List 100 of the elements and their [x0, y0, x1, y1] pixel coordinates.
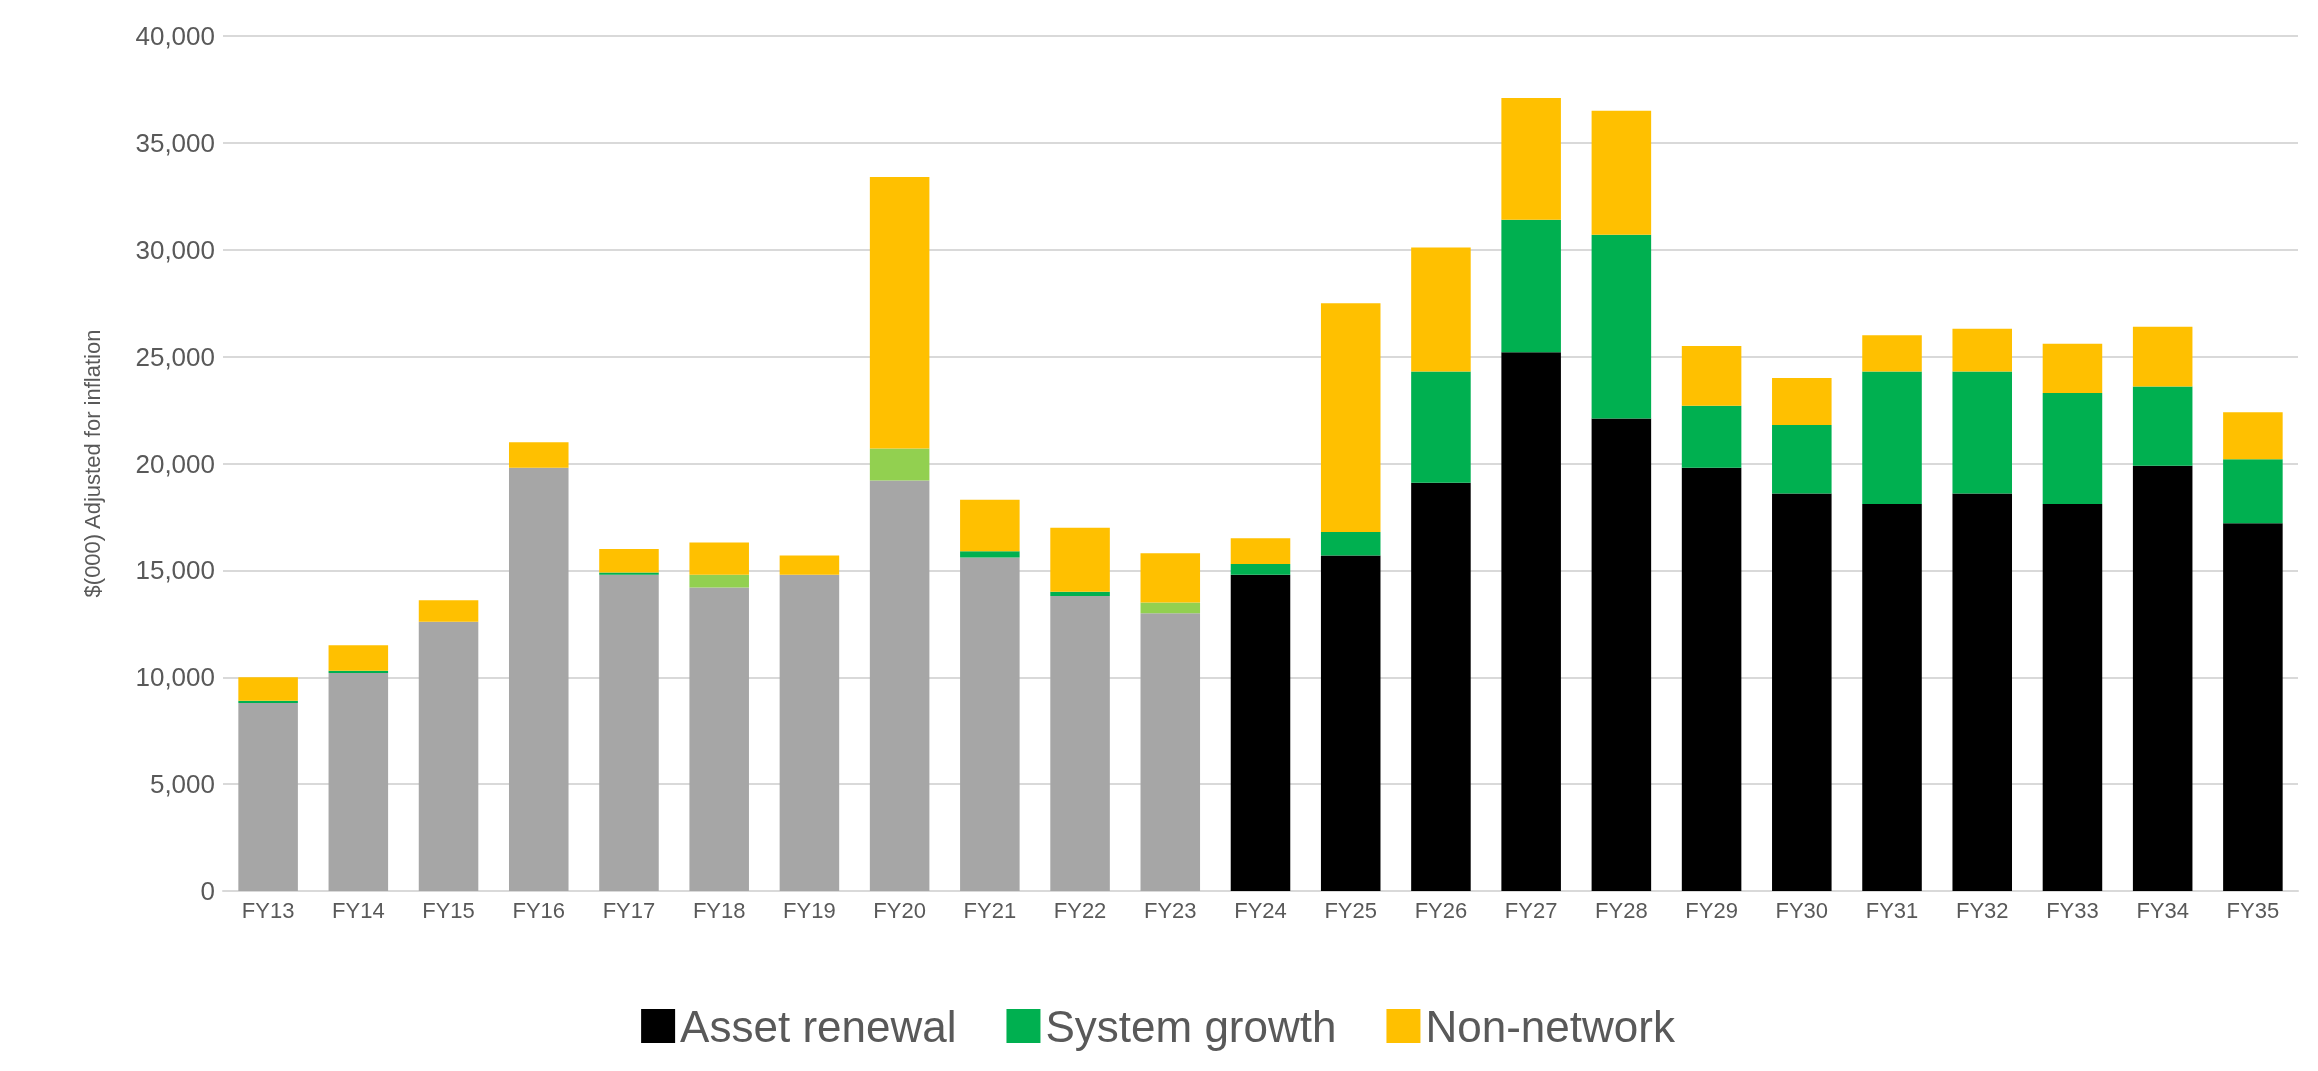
bar [418, 621, 479, 891]
bar [2042, 343, 2103, 393]
bar [508, 467, 569, 891]
bar [328, 670, 389, 673]
bar [869, 177, 930, 449]
bar [1862, 371, 1922, 505]
x-tick-label: FY33 [2046, 897, 2099, 923]
bar [599, 574, 659, 891]
bar [1411, 247, 1471, 372]
bar [869, 480, 930, 891]
bar [960, 499, 1020, 552]
y-axis-title: $(000) Adjusted for inflation [79, 329, 105, 598]
bar [1681, 405, 1742, 468]
bar [689, 542, 749, 575]
y-tick-label: 25,000 [135, 341, 215, 372]
x-tick-label: FY26 [1414, 897, 1468, 923]
bar [1140, 553, 1201, 603]
x-tick-label: FY32 [1955, 897, 2009, 923]
x-tick-label: FY23 [1143, 897, 1197, 923]
x-tick-label: FY25 [1324, 897, 1378, 923]
y-tick-label: 0 [200, 876, 215, 906]
bar [2132, 326, 2193, 387]
bar [1230, 538, 1291, 564]
bar [1862, 504, 1922, 891]
bar [1140, 602, 1201, 614]
bar [1411, 482, 1471, 891]
bar [599, 572, 659, 575]
bar [689, 587, 749, 891]
bar [1230, 574, 1291, 891]
x-tick-label: FY34 [2136, 897, 2189, 923]
bar [238, 702, 298, 891]
bar [328, 645, 389, 671]
x-tick-label: FY15 [422, 897, 475, 923]
x-tick-label: FY16 [512, 897, 566, 923]
bar [2132, 386, 2193, 466]
x-tick-label: FY18 [692, 897, 746, 923]
bar [1320, 555, 1381, 891]
bar [238, 700, 298, 703]
bar [2223, 412, 2283, 460]
x-tick-label: FY30 [1775, 897, 1829, 923]
bar [2042, 504, 2103, 891]
bar [418, 600, 479, 622]
legend-label: Asset renewal [680, 1001, 957, 1051]
bar [689, 574, 749, 588]
x-tick-label: FY13 [241, 897, 295, 923]
bar [1591, 418, 1652, 891]
bar [1140, 613, 1201, 891]
bar [1501, 352, 1561, 891]
bar [599, 549, 659, 573]
x-tick-label: FY31 [1865, 897, 1919, 923]
bar [238, 677, 298, 701]
x-tick-label: FY35 [2226, 897, 2280, 923]
bar [1952, 371, 2013, 494]
bar [960, 557, 1020, 891]
y-tick-label: 30,000 [135, 234, 215, 265]
bar [779, 574, 840, 891]
bar [869, 448, 930, 481]
bar [2223, 459, 2283, 524]
x-tick-label: FY20 [873, 897, 926, 923]
x-tick-label: FY14 [332, 897, 385, 923]
bar [1772, 378, 1832, 426]
x-tick-label: FY17 [602, 897, 656, 923]
y-tick-label: 20,000 [135, 448, 215, 479]
bar [1050, 596, 1110, 891]
bar [1501, 219, 1561, 353]
bar [1681, 345, 1742, 406]
bar [1591, 234, 1652, 419]
y-tick-label: 15,000 [135, 555, 215, 586]
bar [1772, 493, 1832, 891]
x-tick-label: FY29 [1685, 897, 1738, 923]
x-tick-label: FY28 [1595, 897, 1648, 923]
bar [1050, 591, 1110, 597]
bar [1050, 527, 1110, 592]
bar [2223, 523, 2283, 891]
bar [1320, 531, 1381, 556]
y-tick-label: 5,000 [149, 769, 215, 800]
bar [1501, 97, 1561, 220]
bar [779, 555, 840, 575]
bar [1230, 563, 1291, 575]
y-tick-label: 10,000 [135, 662, 215, 693]
bar [1591, 110, 1652, 235]
bar [1952, 493, 2013, 891]
legend-label: System growth [1045, 1001, 1337, 1051]
x-tick-label: FY22 [1053, 897, 1107, 923]
bar [2132, 465, 2193, 891]
x-tick-label: FY19 [783, 897, 836, 923]
y-tick-label: 40,000 [135, 21, 215, 51]
x-tick-label: FY27 [1504, 897, 1558, 923]
legend-label: Non-network [1425, 1001, 1676, 1051]
bar [1772, 425, 1832, 494]
bar [1681, 467, 1742, 891]
bar [1320, 303, 1381, 532]
bar [508, 442, 569, 468]
bar [960, 551, 1020, 558]
bar [1411, 371, 1471, 483]
bar [1952, 328, 2013, 372]
bar [1862, 335, 1922, 372]
y-tick-label: 35,000 [135, 127, 215, 158]
bar [328, 672, 389, 891]
x-tick-label: FY21 [963, 897, 1017, 923]
